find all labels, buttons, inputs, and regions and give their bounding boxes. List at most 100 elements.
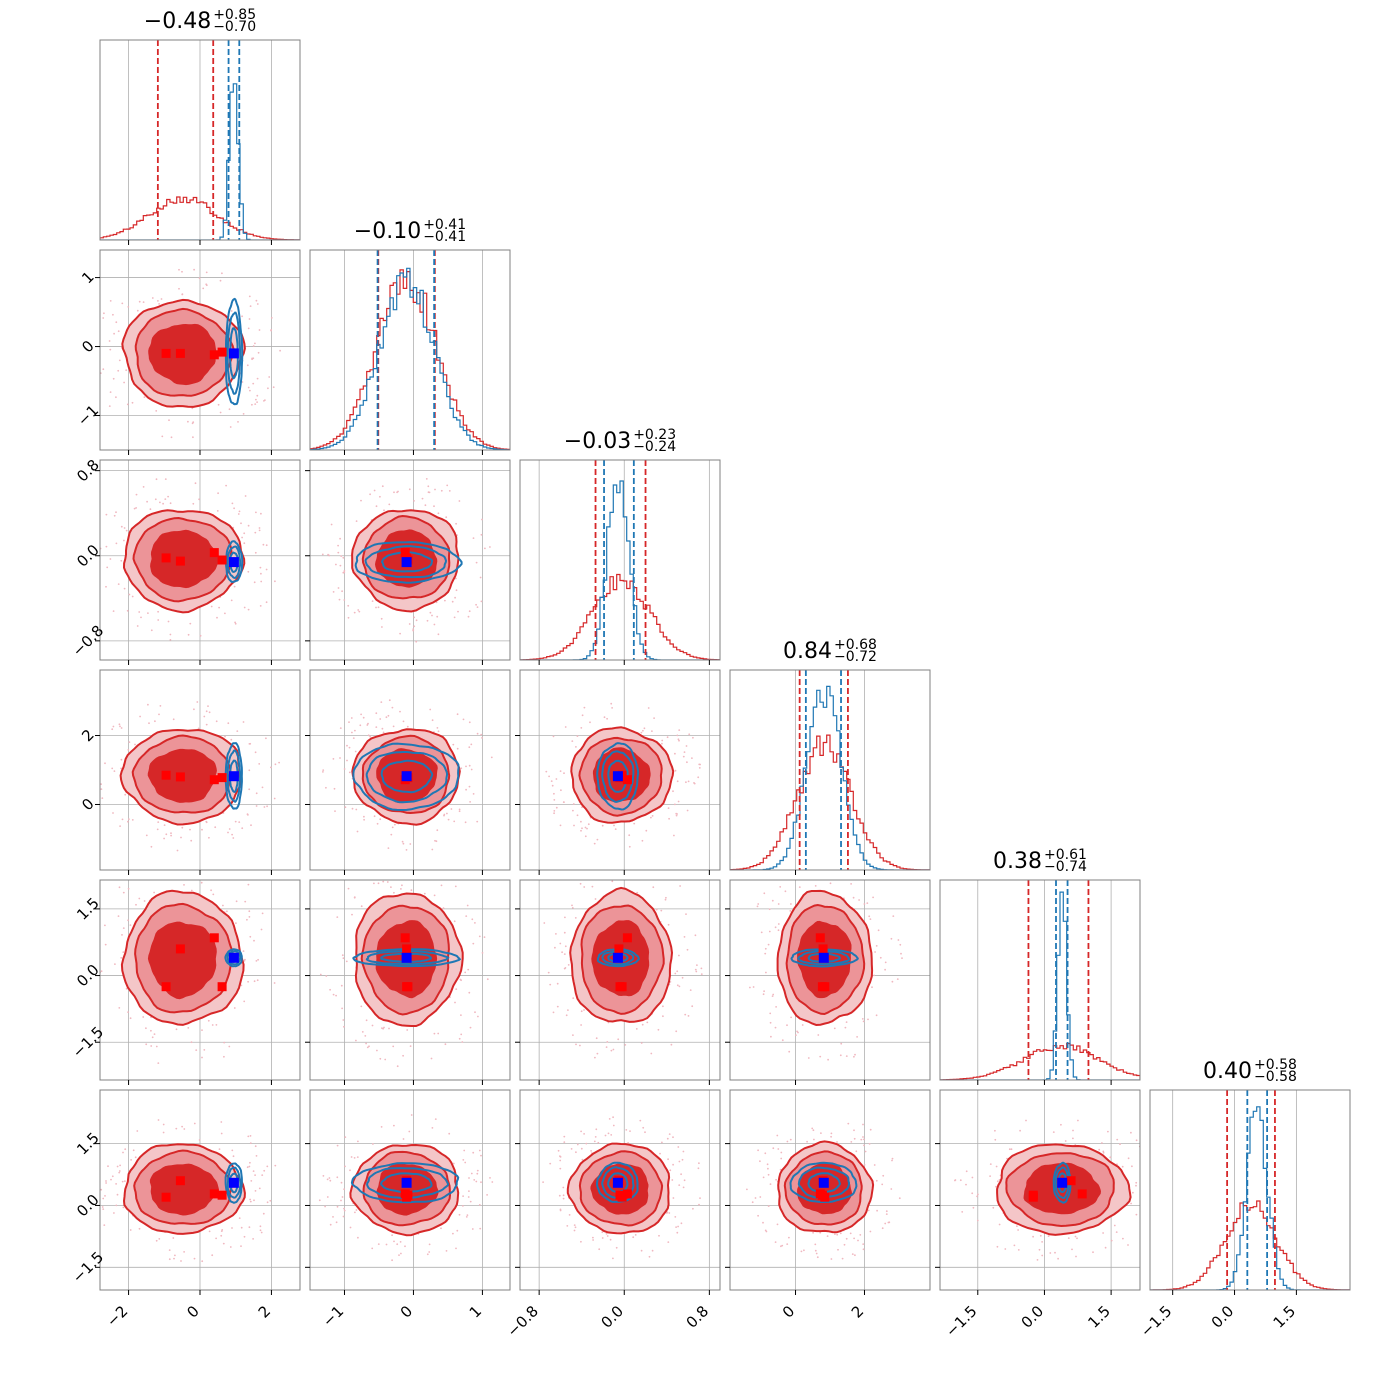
- sample-point: [244, 958, 246, 961]
- sample-point: [128, 741, 131, 743]
- sample-point: [444, 599, 446, 602]
- sample-point: [1131, 1165, 1133, 1168]
- truth-marker: [612, 771, 623, 782]
- sample-point: [244, 900, 247, 903]
- sample-point: [254, 531, 257, 534]
- sample-point: [844, 853, 846, 855]
- sample-point: [887, 1221, 890, 1224]
- sample-point: [413, 616, 415, 619]
- sample-point: [781, 1039, 784, 1042]
- sample-point: [427, 485, 430, 488]
- sample-point: [440, 489, 443, 492]
- sample-point: [1064, 1140, 1067, 1142]
- sample-point: [193, 1257, 196, 1260]
- sample-point: [552, 1011, 555, 1014]
- sample-point: [122, 951, 125, 953]
- sample-point: [266, 1165, 269, 1168]
- sample-point: [343, 571, 346, 574]
- sample-point: [112, 812, 114, 814]
- sample-point: [342, 556, 345, 559]
- red-histogram: [730, 734, 930, 870]
- sample-point: [1016, 1225, 1018, 1227]
- sample-point: [609, 1238, 612, 1241]
- sample-point: [777, 929, 780, 932]
- sample-point: [127, 887, 130, 890]
- sample-point: [890, 1188, 893, 1190]
- sample-point: [332, 591, 335, 593]
- sample-point: [1102, 1151, 1105, 1154]
- sample-point: [261, 1174, 264, 1176]
- sample-point: [774, 1026, 777, 1029]
- sample-point: [763, 892, 766, 895]
- blue-histogram: [940, 891, 1140, 1080]
- sample-point: [442, 907, 445, 910]
- x-tick-label: −0.8: [503, 1302, 541, 1340]
- sample-point: [769, 1183, 772, 1185]
- panel-5-2-content: [520, 1090, 720, 1290]
- sample-point: [817, 1034, 820, 1036]
- sample-point: [393, 1240, 395, 1243]
- sample-point: [254, 751, 257, 754]
- sample-point: [464, 1161, 467, 1164]
- sample-point: [640, 1249, 643, 1252]
- sample-point: [371, 1024, 374, 1027]
- sample-point: [154, 498, 157, 501]
- sample-point: [478, 1204, 481, 1206]
- sample-point: [450, 808, 453, 810]
- sample-point: [475, 1180, 478, 1183]
- sample-point: [455, 1247, 457, 1250]
- sample-point: [157, 855, 159, 857]
- sample-point: [459, 877, 461, 879]
- blue-contour: [364, 545, 448, 579]
- sample-point: [229, 1246, 232, 1248]
- sample-point: [184, 849, 186, 851]
- panel-1-1-content: [310, 250, 510, 450]
- sample-point: [1092, 1251, 1094, 1254]
- sample-point: [255, 299, 258, 302]
- sample-point: [201, 1056, 203, 1059]
- panel-title-4: 0.38: [993, 849, 1042, 874]
- sample-point: [798, 886, 801, 888]
- sample-point: [807, 1057, 810, 1059]
- sample-point: [570, 1148, 573, 1150]
- red-marker: [175, 772, 185, 782]
- sample-point: [256, 401, 258, 403]
- sample-point: [1122, 1237, 1124, 1240]
- sample-point: [584, 835, 587, 838]
- sample-point: [172, 1237, 175, 1239]
- sample-point: [359, 724, 362, 727]
- sample-point: [453, 920, 456, 923]
- sample-point: [340, 555, 343, 557]
- sample-point: [436, 829, 439, 832]
- sample-point: [127, 919, 129, 922]
- sample-point: [481, 737, 483, 739]
- sample-point: [1157, 1210, 1159, 1212]
- sample-point: [178, 287, 180, 290]
- sample-point: [994, 1129, 996, 1132]
- sample-point: [686, 809, 689, 812]
- panel-5-1-content: [310, 1090, 510, 1290]
- sample-point: [675, 814, 678, 817]
- sample-point: [337, 551, 340, 554]
- sample-point: [260, 928, 263, 931]
- sample-point: [110, 1178, 112, 1181]
- sample-point: [759, 1196, 762, 1198]
- sample-point: [833, 1027, 836, 1030]
- sample-point: [965, 1183, 967, 1186]
- sample-point: [1017, 1229, 1019, 1231]
- sample-point: [153, 1033, 156, 1035]
- sample-point: [454, 885, 457, 888]
- sample-point: [115, 321, 118, 324]
- sample-point: [172, 718, 175, 721]
- panel-frame: [309, 1089, 511, 1291]
- sample-point: [833, 851, 835, 853]
- blue-contour: [226, 749, 242, 804]
- sample-point: [369, 735, 371, 738]
- panel-frame: [309, 249, 511, 451]
- sample-point: [437, 730, 440, 733]
- sample-point: [203, 715, 206, 718]
- sample-point: [240, 1226, 243, 1229]
- sample-point: [475, 561, 478, 564]
- sample-point: [891, 1157, 894, 1160]
- sample-point: [1104, 1246, 1107, 1249]
